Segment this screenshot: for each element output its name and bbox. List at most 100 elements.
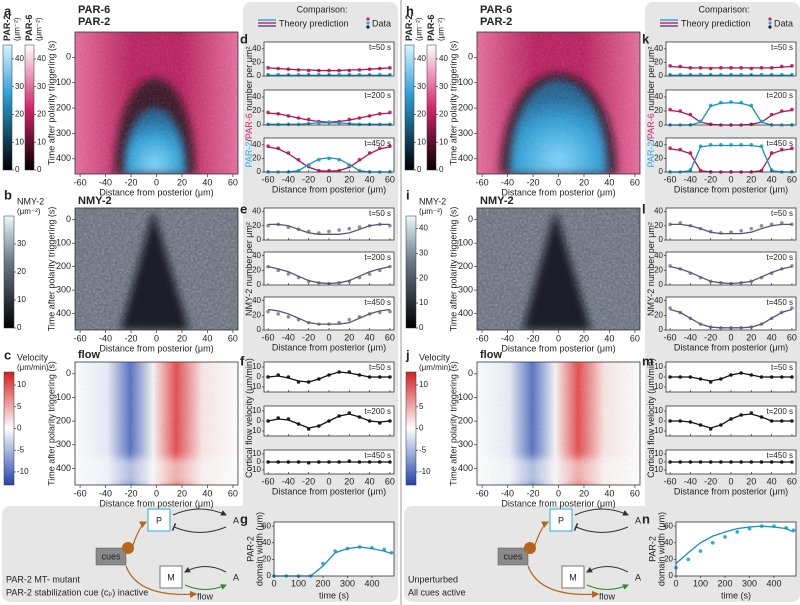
colorbar-tick-label: 5 [419, 402, 424, 411]
y-tick-label: -10 [249, 382, 261, 391]
panel-letter: h [406, 3, 414, 18]
x-tick-label: -40 [684, 332, 697, 342]
legend-label: Data [372, 18, 391, 28]
y-tick-label: 20 [654, 106, 663, 115]
plot-frame [675, 521, 797, 577]
y-tick-label: 20 [654, 58, 663, 67]
node-box [561, 565, 585, 589]
y-axis-label: Time after polarity triggering (s) [46, 41, 56, 166]
y-tick-label: 0 [257, 71, 262, 80]
y-tick-label: 40 [654, 140, 663, 149]
y-axis-label: domain width (μm) [254, 512, 264, 586]
colorbar-tick-label: 0 [419, 323, 424, 332]
panel-letter: f [240, 353, 245, 368]
colorbar-tick-label: -10 [17, 467, 29, 476]
x-tick-label: 0 [556, 333, 561, 343]
y-tick-label: 0 [66, 52, 71, 62]
x-axis-label: Distance from posterior (μm) [99, 343, 213, 353]
colorbar-tick-label: 10 [15, 137, 24, 146]
y-axis-label: Time after polarity triggering (s) [448, 207, 458, 332]
y-tick-label: 200 [56, 102, 71, 112]
x-tick-label: 0 [154, 177, 159, 187]
x-tick-label: -40 [501, 488, 514, 498]
data-point [347, 226, 352, 231]
panel-letter: n [642, 511, 650, 526]
y-tick-label: 200 [458, 102, 473, 112]
y-tick-label: 200 [458, 261, 473, 271]
x-tick-label: 20 [746, 476, 756, 486]
y-tick-label: 300 [56, 439, 71, 449]
x-tick-label: -60 [476, 333, 489, 343]
data-point [739, 228, 743, 233]
plot-label: t=50 s [771, 363, 793, 372]
colorbar-unit: (μm⁻²) [419, 207, 443, 216]
x-tick-label: -60 [74, 488, 87, 498]
flow-arrow [586, 584, 629, 590]
noise [75, 32, 238, 174]
x-axis-label: Distance from posterior (μm) [501, 343, 615, 353]
y-axis-label: NMY-2 number per μm² [646, 222, 656, 316]
y-tick-label: 300 [56, 128, 71, 138]
y-tick-label: 400 [458, 308, 473, 318]
y-tick-label: 20 [252, 106, 261, 115]
data-point [388, 309, 392, 314]
y-tick-label: 0 [659, 325, 664, 334]
legend-title: Comparison: [698, 4, 749, 14]
heatmap-image [477, 32, 640, 174]
y-axis-label-part: PAR-2 [244, 142, 254, 168]
legend-swatch [366, 17, 370, 21]
x-tick-label: 40 [202, 333, 212, 343]
x-tick-label: -20 [302, 174, 315, 184]
x-tick-label: 0 [326, 332, 331, 342]
colorbar-tick-label: 0 [419, 424, 424, 433]
colorbar-unit: (μm⁻²) [415, 17, 424, 41]
data-point [686, 557, 691, 562]
y-tick-label: 300 [458, 284, 473, 294]
caption: PAR-2 stabilization cue (cₚ) inactive [6, 587, 148, 597]
plot-area [264, 90, 394, 125]
y-tick-label: 100 [458, 77, 473, 87]
colorbar [404, 44, 415, 171]
arrow [574, 508, 629, 516]
x-tick-label: 100 [291, 578, 306, 588]
data-point [286, 315, 291, 319]
plot-label: t=450 s [365, 451, 391, 460]
noise [477, 32, 640, 174]
x-tick-label: -20 [527, 177, 540, 187]
y-tick-label: 0 [659, 280, 664, 289]
plot-label: t=50 s [369, 209, 391, 218]
x-tick-label: -60 [74, 333, 87, 343]
plot-label: t=50 s [771, 43, 793, 52]
colorbar-tick-label: 40 [439, 54, 448, 63]
y-axis-label-part: number per μm² [646, 47, 656, 114]
caption: Unperturbed [408, 574, 458, 584]
colorbar-tick-label: 30 [17, 239, 26, 248]
colorbar-label: Velocity [419, 352, 451, 362]
x-tick-label: -60 [262, 174, 275, 184]
plot-label: t=200 s [767, 407, 793, 416]
inhibition [573, 523, 629, 533]
node-label: M [167, 572, 175, 582]
theory-line [675, 525, 794, 565]
y-tick-label: -10 [249, 465, 261, 474]
x-tick-label: 0 [271, 578, 276, 588]
x-tick-label: 20 [177, 488, 187, 498]
y-tick-label: 0 [468, 368, 473, 378]
y-tick-label: 20 [654, 221, 663, 230]
x-axis-label: Distance from posterior (μm) [272, 342, 386, 352]
y-tick-label: 100 [56, 392, 71, 402]
colorbar-tick-label: 0 [15, 165, 20, 174]
x-tick-label: 60 [228, 177, 238, 187]
x-tick-label: 40 [604, 177, 614, 187]
colorbar-tick-label: 0 [37, 165, 42, 174]
x-tick-label: 60 [385, 332, 395, 342]
panel-letter: j [405, 347, 410, 362]
x-tick-label: 60 [228, 333, 238, 343]
heatmap-image [75, 362, 238, 485]
colorbar-tick-label: 0 [17, 323, 22, 332]
data-point [668, 306, 672, 310]
y-tick-label: 0 [659, 167, 664, 176]
legend-swatch [768, 17, 772, 21]
y-axis-label: PAR-2/PAR-6 number per μm² [646, 47, 656, 168]
